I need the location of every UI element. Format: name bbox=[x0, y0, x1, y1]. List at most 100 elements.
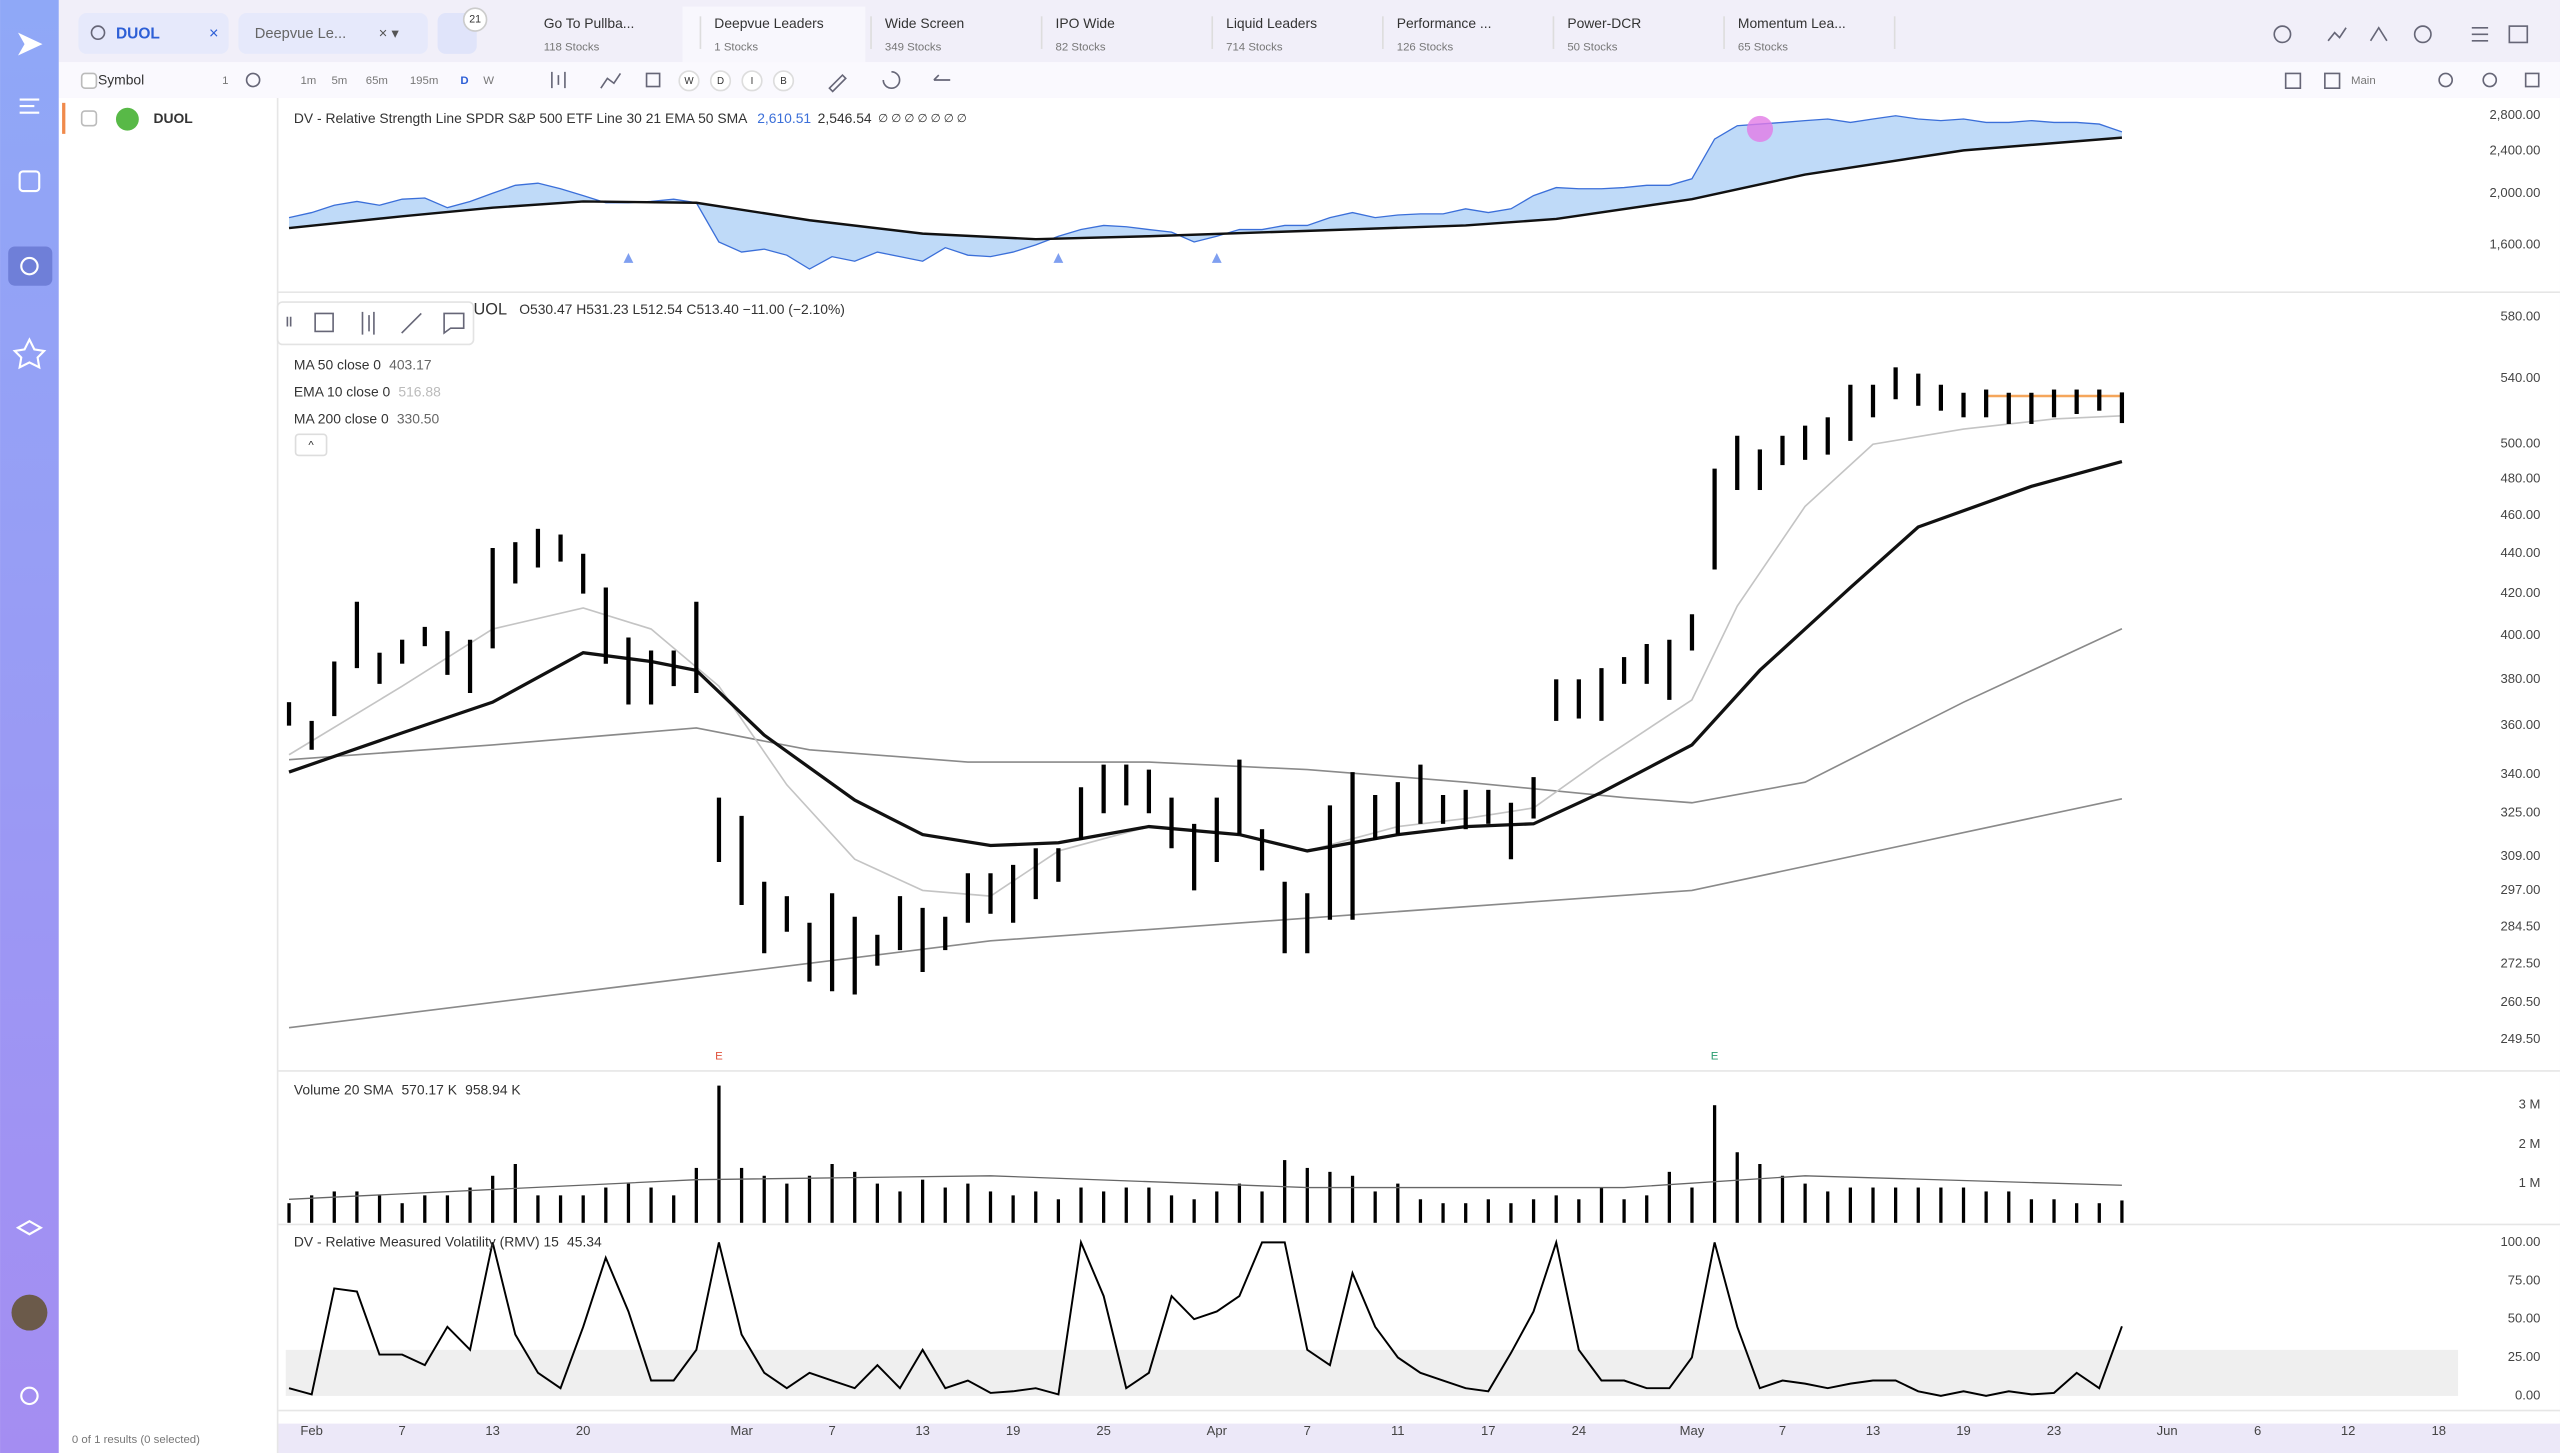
interval[interactable]: D bbox=[460, 75, 468, 87]
search-text[interactable]: DUOL bbox=[116, 25, 160, 42]
tab-count[interactable]: 65 Stocks bbox=[1738, 41, 1788, 53]
collapse-legend[interactable] bbox=[294, 433, 328, 457]
interval[interactable]: W bbox=[483, 75, 494, 87]
y-tick-label: 1 M bbox=[2519, 1175, 2541, 1190]
tab-count[interactable]: 714 Stocks bbox=[1226, 41, 1283, 53]
legend-value: 2,546.54 bbox=[818, 110, 872, 126]
tab-count[interactable]: 349 Stocks bbox=[885, 41, 942, 53]
x-tick-label: 19 bbox=[1006, 1423, 1021, 1438]
x-tick-label: 7 bbox=[828, 1423, 835, 1438]
tab-count[interactable]: 126 Stocks bbox=[1397, 41, 1454, 53]
chip[interactable] bbox=[772, 70, 795, 92]
indicator-name: EMA 10 close 0 bbox=[294, 383, 391, 399]
layout-name[interactable]: Main bbox=[2351, 75, 2376, 87]
y-tick-label: 325.00 bbox=[2500, 805, 2540, 820]
volume-bar bbox=[1939, 1187, 1943, 1223]
tab-name[interactable]: Power-DCR bbox=[1567, 15, 1641, 31]
x-tick-label: 7 bbox=[1779, 1423, 1786, 1438]
tab-count[interactable]: 50 Stocks bbox=[1567, 41, 1617, 53]
interval[interactable]: 195m bbox=[410, 75, 439, 87]
interval[interactable]: 1m bbox=[300, 75, 316, 87]
y-tick-label: 580.00 bbox=[2500, 309, 2540, 324]
badge bbox=[462, 7, 488, 32]
y-tick-label: 284.50 bbox=[2500, 919, 2540, 934]
y-tick-label: 440.00 bbox=[2500, 545, 2540, 560]
select-all[interactable] bbox=[80, 72, 98, 89]
watchlist-symbol[interactable]: DUOL bbox=[154, 110, 194, 126]
chip-label[interactable]: I bbox=[751, 76, 754, 87]
tab-name[interactable]: IPO Wide bbox=[1056, 15, 1116, 31]
x-tick-label: 13 bbox=[915, 1423, 930, 1438]
collapse-arrow[interactable]: ^ bbox=[308, 440, 314, 452]
pane-title: DV - Relative Strength Line SPDR S&P 500… bbox=[294, 110, 967, 126]
top-right-icons bbox=[2273, 25, 2529, 44]
volume-bar bbox=[2007, 1191, 2011, 1223]
chip-label[interactable]: W bbox=[684, 76, 694, 87]
tab-name[interactable]: Deepvue Leaders bbox=[714, 15, 823, 31]
volume-bar bbox=[513, 1164, 517, 1223]
y-tick-label: 75.00 bbox=[2508, 1272, 2541, 1287]
volume-bar bbox=[468, 1187, 472, 1223]
x-tick-label: 13 bbox=[485, 1423, 500, 1438]
volume-bar bbox=[1350, 1175, 1355, 1223]
watchlist-select[interactable] bbox=[238, 13, 428, 54]
tab-count[interactable]: 118 Stocks bbox=[544, 41, 600, 53]
clear-search[interactable]: × bbox=[209, 25, 219, 43]
x-tick-label: Jun bbox=[2157, 1423, 2178, 1438]
rs-signal bbox=[1053, 253, 1064, 263]
chip-label[interactable]: B bbox=[780, 76, 787, 87]
volume-bar bbox=[1690, 1187, 1694, 1223]
rmv-band bbox=[285, 1349, 2459, 1396]
volume-bar bbox=[1961, 1187, 1966, 1223]
indicator-value: 516.88 bbox=[398, 383, 441, 399]
pane-title: Volume 20 SMA 570.17 K 958.94 K bbox=[294, 1081, 521, 1097]
y-tick-label: 420.00 bbox=[2500, 585, 2540, 600]
volume-bar bbox=[1102, 1191, 1106, 1223]
interval[interactable]: 5m bbox=[331, 75, 347, 87]
toolbar bbox=[58, 62, 2560, 98]
drawing-tools[interactable] bbox=[286, 311, 465, 335]
tab-count[interactable]: 82 Stocks bbox=[1056, 41, 1106, 53]
watchlist-select-text[interactable]: Deepvue Le... bbox=[255, 26, 346, 42]
select-clear[interactable]: × ▾ bbox=[379, 26, 400, 42]
x-tick-label: Apr bbox=[1207, 1423, 1228, 1438]
tab-name[interactable]: Liquid Leaders bbox=[1226, 15, 1317, 31]
tab-name[interactable]: Wide Screen bbox=[885, 15, 964, 31]
tab-count[interactable]: 1 Stocks bbox=[714, 41, 758, 53]
sidebar bbox=[0, 0, 59, 1453]
chip[interactable] bbox=[741, 70, 763, 92]
pane-title-text: DV - Relative Measured Volatility (RMV) … bbox=[294, 1233, 559, 1249]
row-checkbox[interactable] bbox=[80, 110, 98, 127]
tab-name[interactable]: Go To Pullba... bbox=[544, 15, 635, 31]
symbol-count: 1 bbox=[222, 75, 228, 87]
volume-bar bbox=[1056, 1199, 1061, 1223]
volume-bar bbox=[785, 1183, 789, 1223]
earnings-marker: E bbox=[1711, 1050, 1719, 1062]
chip-label[interactable]: D bbox=[717, 76, 724, 87]
rmv-line bbox=[288, 1238, 2123, 1397]
search-box[interactable] bbox=[78, 13, 229, 54]
volume-bar bbox=[1237, 1183, 1242, 1223]
x-tick-label: 7 bbox=[1304, 1423, 1311, 1438]
chip[interactable] bbox=[678, 70, 700, 92]
x-tick-label: 25 bbox=[1096, 1423, 1111, 1438]
rs-signal bbox=[623, 253, 634, 263]
chart-area bbox=[277, 97, 2560, 1424]
interval[interactable]: 65m bbox=[366, 75, 388, 87]
y-tick-label: 249.50 bbox=[2500, 1031, 2540, 1046]
tab-name[interactable]: Performance ... bbox=[1397, 15, 1492, 31]
volume-bar bbox=[1034, 1191, 1038, 1223]
volume-bar bbox=[1645, 1195, 1649, 1223]
x-tick-label: 19 bbox=[1956, 1423, 1971, 1438]
volume-bar bbox=[762, 1175, 766, 1223]
volume-bar bbox=[2029, 1199, 2034, 1223]
volume-bar bbox=[1011, 1195, 1015, 1223]
volume-bar bbox=[287, 1203, 291, 1223]
moving-average bbox=[288, 627, 2123, 804]
volume-bar bbox=[1418, 1199, 1423, 1223]
volume-bar bbox=[1667, 1171, 1671, 1223]
tab-name[interactable]: Momentum Lea... bbox=[1738, 15, 1846, 31]
legend-value: 2,610.51 bbox=[757, 110, 811, 126]
chip[interactable] bbox=[709, 70, 732, 92]
